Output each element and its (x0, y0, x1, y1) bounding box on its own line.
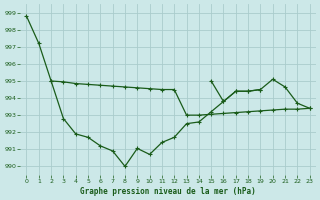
X-axis label: Graphe pression niveau de la mer (hPa): Graphe pression niveau de la mer (hPa) (80, 187, 256, 196)
